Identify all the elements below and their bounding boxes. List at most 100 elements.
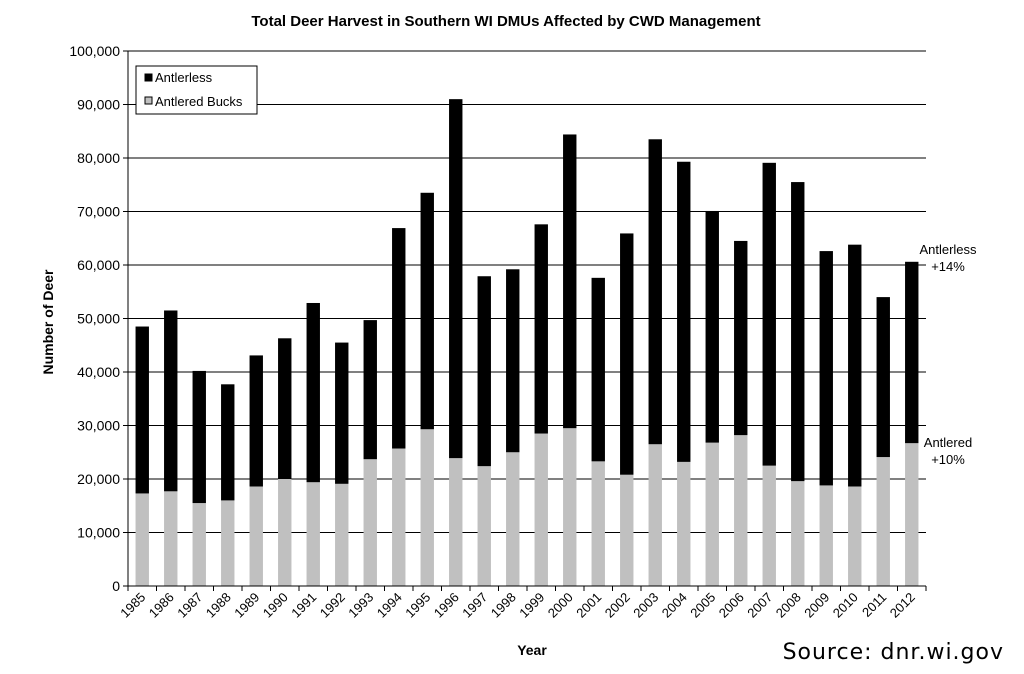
bar-antlered-bucks: [819, 485, 833, 586]
bar-antlered-bucks: [876, 457, 890, 586]
bar-antlerless: [335, 342, 349, 484]
legend-swatch-antlered-bucks: [144, 96, 153, 105]
bar-antlered-bucks: [563, 428, 577, 586]
x-tick-label: 1985: [117, 590, 148, 621]
x-tick-label: 1997: [459, 590, 490, 621]
y-tick-label: 80,000: [77, 150, 120, 166]
bar-antlerless: [278, 338, 292, 479]
bar-antlerless: [192, 370, 206, 504]
x-tick-label: 1986: [146, 590, 177, 621]
x-tick-label: 1987: [174, 590, 205, 621]
bar-antlerless: [164, 310, 178, 492]
source-credit: Source: dnr.wi.gov: [782, 640, 1004, 665]
y-tick-label: 0: [112, 578, 120, 594]
bar-antlered-bucks: [762, 465, 776, 586]
legend: Antlerless Antlered Bucks: [135, 65, 258, 115]
x-tick-label: 1999: [516, 590, 547, 621]
bar-antlered-bucks: [164, 491, 178, 586]
y-tick-labels: 0 10,000 20,000 30,000 40,000 50,000 60,000 70,…: [69, 43, 120, 594]
legend-label-antlered-bucks: Antlered Bucks: [155, 94, 243, 109]
x-axis-label: Year: [517, 642, 547, 658]
x-tick-label: 2006: [716, 590, 747, 621]
bar-antlered-bucks: [363, 459, 377, 586]
bar-antlerless: [534, 224, 548, 434]
x-tick-label: 2011: [859, 590, 889, 620]
bar-antlerless: [221, 384, 235, 501]
bar-antlered-bucks: [420, 429, 434, 586]
bar-antlerless: [819, 251, 833, 486]
gridlines: [128, 50, 926, 533]
bar-antlered-bucks: [848, 486, 862, 586]
x-tick-label: 2012: [887, 590, 918, 621]
bar-antlered-bucks: [734, 435, 748, 586]
x-tick-label: 1998: [488, 590, 519, 621]
bar-antlerless: [648, 139, 662, 445]
bar-antlered-bucks: [221, 500, 235, 586]
bar-antlerless: [876, 297, 890, 458]
bar-antlerless: [392, 228, 406, 449]
annotation-antlerless-line2: +14%: [931, 259, 965, 274]
bar-antlerless: [135, 326, 149, 494]
bar-antlered-bucks: [648, 444, 662, 586]
x-tick-labels: 1985198619871988198919901991199219931994…: [117, 590, 918, 621]
annotation-antlered-line2: +10%: [931, 452, 965, 467]
annotation-antlerless-line1: Antlerless: [919, 242, 977, 257]
bar-antlerless: [506, 269, 520, 453]
x-tick-label: 1996: [431, 590, 462, 621]
bar-antlerless: [306, 302, 320, 483]
y-tick-label: 10,000: [77, 525, 120, 541]
y-tick-label: 100,000: [69, 43, 120, 59]
bar-antlerless: [848, 244, 862, 487]
bar-antlered-bucks: [534, 433, 548, 586]
bar-antlerless: [762, 162, 776, 466]
bar-antlered-bucks: [477, 466, 491, 586]
bar-antlered-bucks: [306, 482, 320, 586]
y-tick-label: 90,000: [77, 97, 120, 113]
bar-antlered-bucks: [677, 461, 691, 586]
x-tick-label: 2010: [830, 590, 861, 621]
bar-antlerless: [791, 182, 805, 482]
bar-antlerless: [620, 233, 634, 475]
x-tick-label: 2001: [573, 590, 604, 621]
bar-antlered-bucks: [335, 483, 349, 586]
x-tick-label: 1988: [203, 590, 234, 621]
x-tick-label: 2004: [659, 590, 690, 621]
bar-antlerless: [905, 261, 919, 444]
x-tick-label: 1994: [374, 590, 405, 621]
x-tick-label: 2009: [801, 590, 832, 621]
bar-antlered-bucks: [905, 443, 919, 586]
bar-antlerless: [249, 355, 263, 487]
y-tick-label: 60,000: [77, 257, 120, 273]
annotation-antlered: Antlered +10%: [924, 435, 972, 467]
bar-antlered-bucks: [791, 481, 805, 586]
legend-label-antlerless: Antlerless: [155, 70, 213, 85]
y-tick-label: 20,000: [77, 471, 120, 487]
bar-antlered-bucks: [620, 474, 634, 586]
x-tick-label: 2005: [687, 590, 718, 621]
bar-antlerless: [591, 277, 605, 462]
bar-antlered-bucks: [249, 486, 263, 586]
bar-antlerless: [449, 99, 463, 459]
y-tick-label: 30,000: [77, 418, 120, 434]
bar-antlered-bucks: [192, 503, 206, 586]
bar-antlerless: [477, 276, 491, 467]
y-tick-label: 40,000: [77, 364, 120, 380]
annotation-antlered-line1: Antlered: [924, 435, 972, 450]
y-tick-label: 50,000: [77, 311, 120, 327]
y-axis-label: Number of Deer: [40, 269, 56, 375]
bar-antlerless: [420, 192, 434, 430]
bar-antlered-bucks: [705, 442, 719, 586]
bar-antlered-bucks: [278, 479, 292, 586]
y-tick-label: 70,000: [77, 204, 120, 220]
x-tick-label: 2008: [773, 590, 804, 621]
bar-antlered-bucks: [392, 448, 406, 586]
bars: [135, 99, 919, 586]
bar-antlerless: [563, 134, 577, 429]
bar-antlered-bucks: [135, 493, 149, 586]
x-tick-label: 2000: [545, 590, 576, 621]
x-tick-label: 1990: [260, 590, 291, 621]
x-tick-label: 1993: [345, 590, 376, 621]
bar-antlerless: [677, 161, 691, 462]
bar-antlered-bucks: [506, 452, 520, 586]
